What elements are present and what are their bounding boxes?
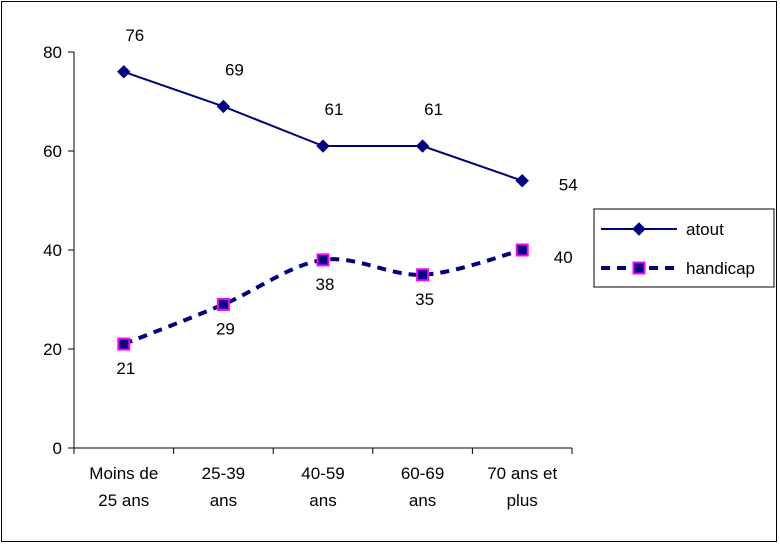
chart-series bbox=[117, 65, 529, 351]
y-tick-label: 60 bbox=[43, 142, 62, 161]
data-label-handicap: 29 bbox=[216, 319, 235, 338]
data-point-handicap bbox=[416, 268, 430, 282]
data-label-atout: 69 bbox=[225, 60, 244, 79]
data-label-handicap: 40 bbox=[554, 248, 573, 267]
legend-marker-handicap bbox=[632, 261, 646, 275]
legend-box bbox=[593, 208, 775, 288]
data-point-atout bbox=[316, 139, 330, 153]
x-tick-label: 25-39 ans bbox=[202, 464, 245, 510]
chart-legend: atout handicap bbox=[593, 208, 775, 288]
chart-axes: 0 20 40 60 80 Moins de 25 ans 25-39 ans 40-59 ans 6… bbox=[43, 43, 573, 510]
y-tick-label: 20 bbox=[43, 340, 62, 359]
data-label-handicap: 38 bbox=[316, 275, 335, 294]
data-label-handicap: 35 bbox=[415, 290, 434, 309]
series-atout bbox=[117, 65, 529, 188]
data-point-handicap bbox=[316, 253, 330, 267]
y-tick-label: 80 bbox=[43, 43, 62, 62]
data-label-atout: 61 bbox=[424, 100, 443, 119]
chart-data-labels: 76 69 61 61 54 21 29 38 35 40 bbox=[116, 26, 577, 378]
y-tick-label: 40 bbox=[43, 241, 62, 260]
series-handicap bbox=[117, 243, 529, 351]
x-tick-label: 40-59 ans bbox=[301, 464, 344, 510]
series-line-atout bbox=[123, 70, 523, 182]
data-label-atout: 61 bbox=[325, 100, 344, 119]
data-label-handicap: 21 bbox=[116, 359, 135, 378]
x-tick-label: 60-69 ans bbox=[401, 464, 444, 510]
x-tick-label: 70 ans et plus bbox=[487, 464, 557, 510]
data-label-atout: 54 bbox=[559, 176, 578, 195]
data-point-atout bbox=[117, 65, 131, 79]
legend-label-atout: atout bbox=[686, 220, 724, 239]
legend-marker-atout bbox=[632, 222, 646, 236]
data-point-atout bbox=[415, 139, 430, 153]
y-tick-label: 0 bbox=[53, 439, 62, 458]
data-point-handicap bbox=[216, 297, 230, 311]
x-tick-label: Moins de 25 ans bbox=[89, 464, 158, 510]
legend-label-handicap: handicap bbox=[686, 259, 755, 278]
data-point-handicap bbox=[515, 243, 529, 257]
legend-item-atout: atout bbox=[601, 220, 724, 239]
data-label-atout: 76 bbox=[125, 26, 144, 45]
data-point-atout bbox=[216, 99, 231, 114]
data-point-handicap bbox=[117, 337, 131, 351]
legend-item-handicap: handicap bbox=[601, 259, 755, 278]
data-point-atout bbox=[515, 173, 529, 188]
